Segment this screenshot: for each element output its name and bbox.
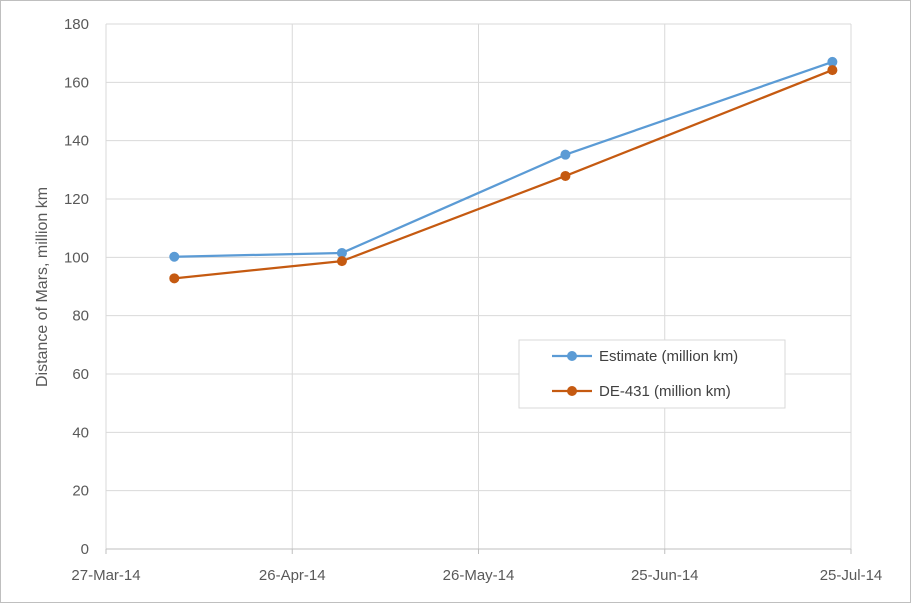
series-line-1 [174, 60, 833, 258]
y-axis-title: Distance of Mars, million km [34, 187, 51, 387]
y-tick-label: 40 [72, 424, 89, 441]
y-axis-ticks: 0 20 40 60 80 100 120 140 160 180 [64, 16, 89, 558]
data-point [336, 247, 347, 258]
plot-area [105, 24, 851, 550]
y-tick-label: 140 [64, 133, 89, 150]
series-layer [169, 56, 838, 284]
y-tick-label: 100 [64, 249, 89, 266]
y-tick-label: 20 [72, 483, 89, 500]
x-tick-label: 26-Apr-14 [259, 567, 326, 584]
data-point [560, 149, 571, 160]
legend-box [518, 339, 786, 409]
legend-label: DE-431 (million km) [599, 383, 731, 400]
data-point [336, 256, 347, 267]
y-tick-label: 160 [64, 74, 89, 91]
y-tick-label: 180 [64, 16, 89, 33]
x-tick-label: 27-Mar-14 [71, 567, 140, 584]
series-line-2 [174, 69, 833, 280]
x-tick-label: 25-Jul-14 [820, 567, 883, 584]
data-point [827, 56, 838, 67]
y-tick-label: 60 [72, 366, 89, 383]
gridlines [106, 23, 852, 549]
y-tick-label: 120 [64, 191, 89, 208]
data-point [560, 170, 571, 181]
data-point [169, 251, 180, 262]
data-point [827, 65, 838, 76]
legend: Estimate (million km) DE-431 (million km) [518, 339, 786, 409]
legend-label: Estimate (million km) [599, 348, 738, 365]
x-tick-label: 25-Jun-14 [631, 567, 699, 584]
x-axis-ticks: 27-Mar-14 26-Apr-14 26-May-14 25-Jun-14 25-J… [71, 549, 882, 584]
y-tick-label: 0 [81, 541, 89, 558]
data-point [169, 273, 180, 284]
legend-swatch-marker [567, 386, 577, 396]
x-tick-label: 26-May-14 [443, 567, 515, 584]
legend-swatch-marker [567, 351, 577, 361]
y-tick-label: 80 [72, 308, 89, 325]
